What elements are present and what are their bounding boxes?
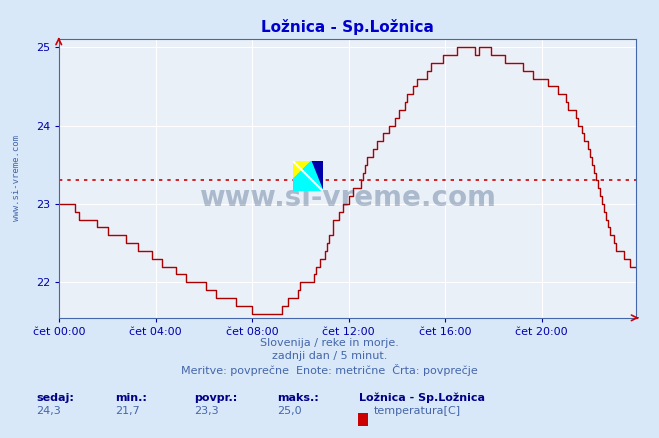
Text: zadnji dan / 5 minut.: zadnji dan / 5 minut. xyxy=(272,351,387,361)
Text: maks.:: maks.: xyxy=(277,393,318,403)
Polygon shape xyxy=(293,162,323,191)
Text: www.si-vreme.com: www.si-vreme.com xyxy=(12,135,20,222)
Text: Meritve: povprečne  Enote: metrične  Črta: povprečje: Meritve: povprečne Enote: metrične Črta:… xyxy=(181,364,478,376)
Text: min.:: min.: xyxy=(115,393,147,403)
Title: Ložnica - Sp.Ložnica: Ložnica - Sp.Ložnica xyxy=(261,19,434,35)
Text: 21,7: 21,7 xyxy=(115,406,140,416)
Text: 24,3: 24,3 xyxy=(36,406,61,416)
Text: 25,0: 25,0 xyxy=(277,406,301,416)
Text: Ložnica - Sp.Ložnica: Ložnica - Sp.Ložnica xyxy=(359,392,485,403)
Text: 23,3: 23,3 xyxy=(194,406,219,416)
Text: povpr.:: povpr.: xyxy=(194,393,238,403)
Text: Slovenija / reke in morje.: Slovenija / reke in morje. xyxy=(260,338,399,348)
Text: temperatura[C]: temperatura[C] xyxy=(374,406,461,416)
Polygon shape xyxy=(293,162,311,179)
Text: www.si-vreme.com: www.si-vreme.com xyxy=(199,184,496,212)
Text: sedaj:: sedaj: xyxy=(36,393,74,403)
